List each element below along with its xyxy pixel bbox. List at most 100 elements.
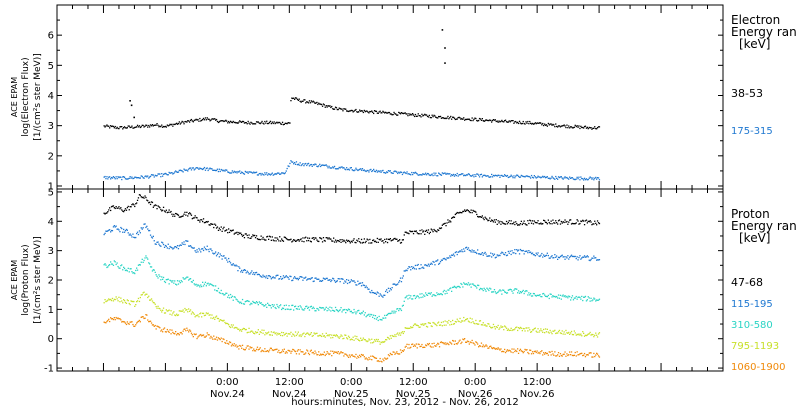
proton-point	[575, 257, 577, 260]
proton-point	[333, 280, 336, 282]
proton-point	[446, 321, 448, 323]
electron-point	[499, 121, 501, 123]
proton-point	[112, 264, 115, 266]
proton-point	[143, 197, 145, 199]
proton-point	[269, 276, 272, 278]
proton-point	[367, 314, 369, 316]
electron-point	[368, 171, 370, 173]
proton-point	[461, 320, 463, 322]
electron-point	[242, 120, 245, 123]
electron-point	[513, 122, 515, 124]
electron-point	[329, 105, 331, 107]
proton-point	[585, 334, 588, 337]
electron-point	[537, 122, 539, 124]
electron-point	[485, 119, 487, 121]
electron-legend-entry: 38-53	[731, 87, 763, 100]
proton-point	[272, 239, 274, 241]
proton-point	[258, 301, 260, 303]
proton-point	[544, 255, 547, 257]
electron-point	[314, 163, 316, 165]
proton-point	[562, 221, 564, 223]
proton-point	[189, 330, 192, 332]
electron-point	[217, 170, 220, 173]
proton-point	[306, 305, 308, 307]
proton-point	[296, 308, 299, 310]
proton-point	[592, 299, 594, 301]
electron-point	[309, 164, 312, 166]
proton-point	[587, 220, 589, 222]
proton-point	[272, 276, 274, 278]
proton-point	[177, 214, 180, 216]
proton-point	[223, 294, 225, 296]
proton-point	[438, 227, 441, 229]
proton-point	[454, 286, 456, 288]
proton-point	[503, 329, 505, 331]
proton-point	[386, 358, 388, 360]
electron-point	[564, 176, 566, 178]
proton-point	[356, 357, 358, 359]
proton-point	[241, 271, 244, 273]
proton-point	[507, 289, 509, 291]
electron-point	[110, 125, 113, 128]
proton-point	[108, 229, 110, 231]
proton-point	[194, 284, 196, 286]
electron-point	[181, 170, 183, 172]
proton-point	[425, 264, 428, 267]
proton-point	[278, 307, 280, 309]
proton-point	[274, 333, 276, 335]
proton-point	[508, 220, 510, 222]
proton-point	[508, 289, 510, 291]
proton-point	[271, 349, 273, 351]
proton-point	[288, 333, 290, 335]
proton-point	[138, 194, 141, 196]
proton-point	[588, 221, 590, 223]
electron-point	[548, 177, 550, 179]
proton-point	[550, 256, 552, 258]
electron-point	[216, 168, 219, 170]
proton-point	[349, 281, 351, 283]
electron-point	[335, 168, 338, 170]
proton-point	[137, 197, 140, 199]
electron-point	[345, 108, 347, 110]
electron-point	[471, 175, 473, 177]
electron-point	[384, 172, 386, 174]
proton-point	[527, 220, 529, 222]
proton-point	[369, 339, 371, 341]
proton-point	[264, 239, 266, 241]
proton-point	[472, 251, 474, 253]
proton-point	[475, 211, 477, 213]
electron-point	[114, 125, 116, 128]
electron-point	[201, 119, 203, 121]
proton-point	[425, 325, 428, 328]
proton-point	[184, 211, 186, 213]
proton-point	[401, 239, 404, 241]
proton-point	[573, 297, 575, 299]
proton-point	[146, 257, 148, 259]
electron-point	[516, 122, 518, 124]
electron-point	[209, 167, 211, 169]
proton-point	[111, 318, 114, 320]
proton-point	[123, 321, 125, 323]
proton-point	[107, 299, 109, 301]
proton-ytick-label: 5	[48, 187, 54, 198]
electron-point	[367, 169, 369, 172]
electron-point	[358, 111, 360, 113]
proton-point	[434, 264, 436, 266]
proton-point	[391, 310, 393, 312]
electron-point	[503, 121, 505, 123]
electron-point	[348, 169, 351, 171]
electron-point	[345, 169, 347, 171]
proton-point	[325, 332, 327, 334]
electron-point	[133, 177, 135, 179]
time-axis: 0:00Nov.2412:00Nov.240:00Nov.2512:00Nov.…	[210, 377, 554, 400]
proton-point	[208, 334, 210, 336]
proton-point	[124, 322, 127, 324]
electron-point	[179, 123, 181, 125]
electron-point	[291, 97, 293, 99]
electron-point	[572, 127, 575, 129]
electron-point	[302, 100, 304, 102]
electron-point	[402, 112, 404, 115]
proton-point	[178, 280, 180, 282]
electron-point	[307, 163, 309, 165]
proton-point	[421, 324, 423, 326]
